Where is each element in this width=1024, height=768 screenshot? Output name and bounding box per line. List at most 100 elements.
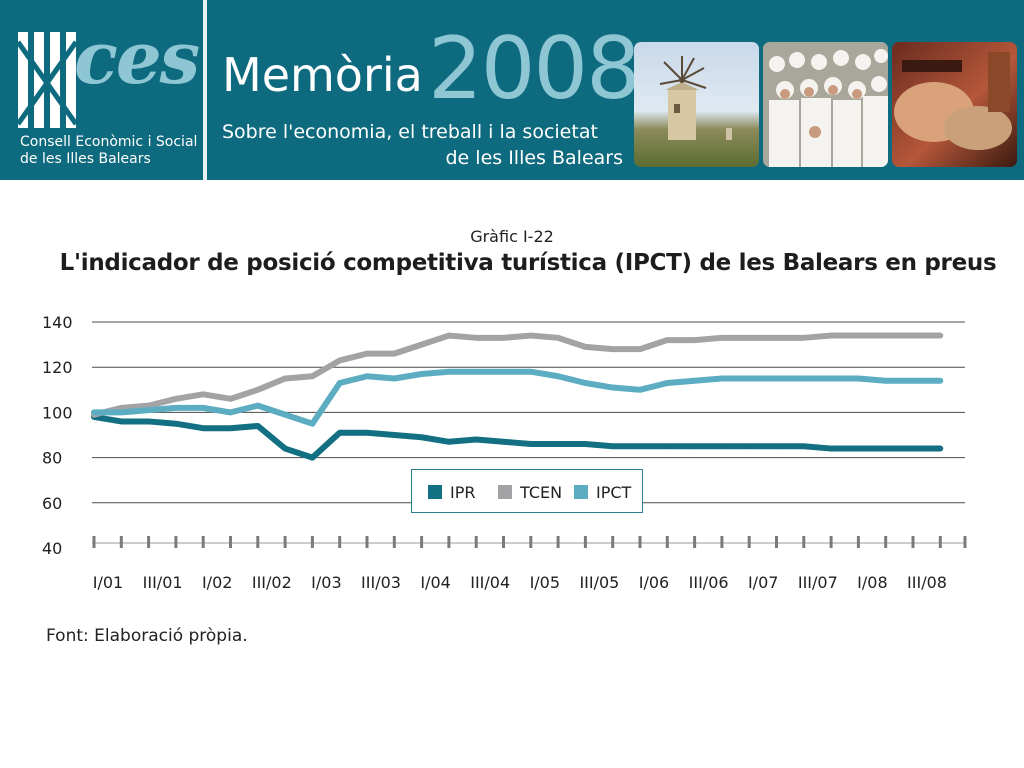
point-ipr-I-07 (747, 444, 752, 449)
point-tcen-IV-05 (610, 346, 615, 352)
point-ipct-III-08 (910, 378, 916, 383)
point-ipct-II-07 (774, 376, 779, 381)
series-line-tcen (91, 332, 944, 418)
point-ipr-II-04 (446, 439, 452, 444)
point-ipct-II-01 (119, 410, 124, 415)
point-ipr-IV-05 (610, 444, 615, 449)
point-tcen-I-07 (747, 335, 752, 341)
point-ipct-I-02 (201, 405, 206, 411)
report-subtitle-line-1: Sobre l'economia, el treball i la societ… (222, 121, 598, 143)
point-ipr-III-04 (474, 437, 479, 442)
series-line-ipr (91, 413, 944, 461)
point-tcen-II-06 (665, 337, 670, 343)
point-ipr-I-02 (201, 426, 206, 431)
point-tcen-III-03 (364, 351, 370, 356)
logo-wordmark: ces (74, 15, 200, 100)
point-ipr-I-06 (637, 444, 643, 449)
y-axis-tick-labels: 40 60 80 100 120 140 (42, 313, 73, 558)
point-ipct-II-06 (665, 380, 670, 386)
y-tick-label-60: 60 (42, 494, 62, 513)
legend-swatch-ipr (428, 485, 442, 499)
point-ipr-I-04 (419, 435, 424, 440)
point-ipct-I-01 (91, 410, 97, 415)
point-ipct-III-05 (583, 380, 588, 386)
point-ipr-II-02 (228, 426, 233, 431)
point-tcen-III-07 (801, 335, 806, 341)
point-tcen-IV-06 (719, 335, 725, 341)
point-ipct-III-03 (364, 374, 370, 379)
point-ipct-IV-06 (719, 376, 725, 381)
point-ipr-IV-02 (282, 446, 288, 451)
point-ipr-II-08 (883, 446, 888, 451)
point-tcen-IV-03 (392, 351, 397, 356)
point-ipct-I-05 (528, 369, 533, 374)
point-ipct-I-07 (747, 376, 752, 381)
point-ipct-II-08 (883, 378, 888, 383)
x-tick-label-I-05: I/05 (530, 573, 560, 592)
line-chart: 40 60 80 100 120 140 I/01 III/01 I/02 III/02 I/03… (42, 313, 967, 592)
point-ipr-I-03 (310, 455, 315, 460)
report-title: Memòria (222, 48, 423, 102)
report-subtitle-line-2: de les Illes Balears (445, 147, 624, 169)
point-ipr-IV-08 (938, 446, 943, 451)
point-tcen-I-03 (310, 374, 315, 379)
x-tick-label-III-04: III/04 (470, 573, 510, 592)
org-name-line-2: de les Illes Balears (20, 151, 151, 167)
org-name-line-1: Consell Econòmic i Social (20, 134, 198, 150)
point-ipct-IV-01 (173, 405, 179, 411)
x-tick-label-III-01: III/01 (143, 573, 183, 592)
point-ipct-I-03 (310, 421, 315, 426)
point-ipct-II-03 (337, 380, 342, 386)
point-tcen-II-08 (883, 333, 888, 338)
point-tcen-I-06 (637, 346, 643, 352)
point-ipct-I-04 (419, 371, 424, 377)
point-tcen-III-04 (474, 335, 479, 341)
legend-swatch-tcen (498, 485, 512, 499)
x-tick-label-I-04: I/04 (420, 573, 450, 592)
point-ipct-IV-03 (392, 376, 397, 381)
point-ipr-II-05 (555, 441, 561, 447)
x-axis: I/01 III/01 I/02 III/02 I/03 III/03 I/04 III/04… (92, 536, 967, 592)
point-ipr-III-08 (910, 446, 916, 451)
crafts-photo (892, 42, 1017, 167)
point-ipr-II-06 (665, 444, 670, 449)
point-ipct-III-06 (692, 378, 697, 383)
point-ipct-IV-04 (501, 369, 506, 374)
point-ipr-IV-03 (392, 432, 397, 438)
legend-swatch-ipct (574, 485, 588, 499)
x-tick-label-III-08: III/08 (907, 573, 947, 592)
cooks-group-photo (763, 42, 888, 167)
y-tick-label-120: 120 (42, 358, 73, 377)
point-ipct-IV-05 (610, 385, 615, 390)
x-tick-label-III-03: III/03 (361, 573, 401, 592)
point-tcen-I-08 (856, 333, 861, 338)
point-tcen-II-04 (446, 333, 452, 338)
point-ipr-II-07 (774, 444, 779, 449)
point-ipr-III-01 (146, 419, 151, 424)
point-tcen-III-06 (692, 337, 697, 343)
figure-source: Font: Elaboració pròpia. (46, 626, 248, 646)
point-tcen-IV-08 (938, 333, 943, 338)
point-tcen-III-01 (146, 403, 151, 408)
legend-item-ipr: IPR (428, 482, 475, 502)
banner-divider (203, 0, 207, 180)
point-ipct-II-04 (446, 369, 452, 374)
point-ipct-III-07 (801, 376, 806, 381)
y-tick-label-40: 40 (42, 539, 62, 558)
windmill-photo (634, 42, 759, 167)
ces-logo-icon (18, 32, 79, 128)
x-tick-label-I-08: I/08 (857, 573, 887, 592)
header-banner: ces Consell Econòmic i Social de les Ill… (0, 0, 1024, 180)
point-tcen-IV-07 (828, 333, 834, 338)
point-tcen-II-05 (555, 335, 561, 341)
point-tcen-III-02 (255, 387, 260, 392)
point-ipct-IV-08 (938, 378, 943, 383)
series-line-ipct (91, 368, 944, 427)
point-tcen-I-02 (201, 392, 206, 397)
point-ipct-I-08 (856, 376, 861, 381)
point-ipr-IV-04 (501, 439, 506, 444)
point-ipr-II-01 (119, 419, 124, 424)
point-ipr-III-03 (364, 430, 370, 435)
point-tcen-IV-02 (282, 376, 288, 381)
x-tick-label-I-03: I/03 (311, 573, 341, 592)
